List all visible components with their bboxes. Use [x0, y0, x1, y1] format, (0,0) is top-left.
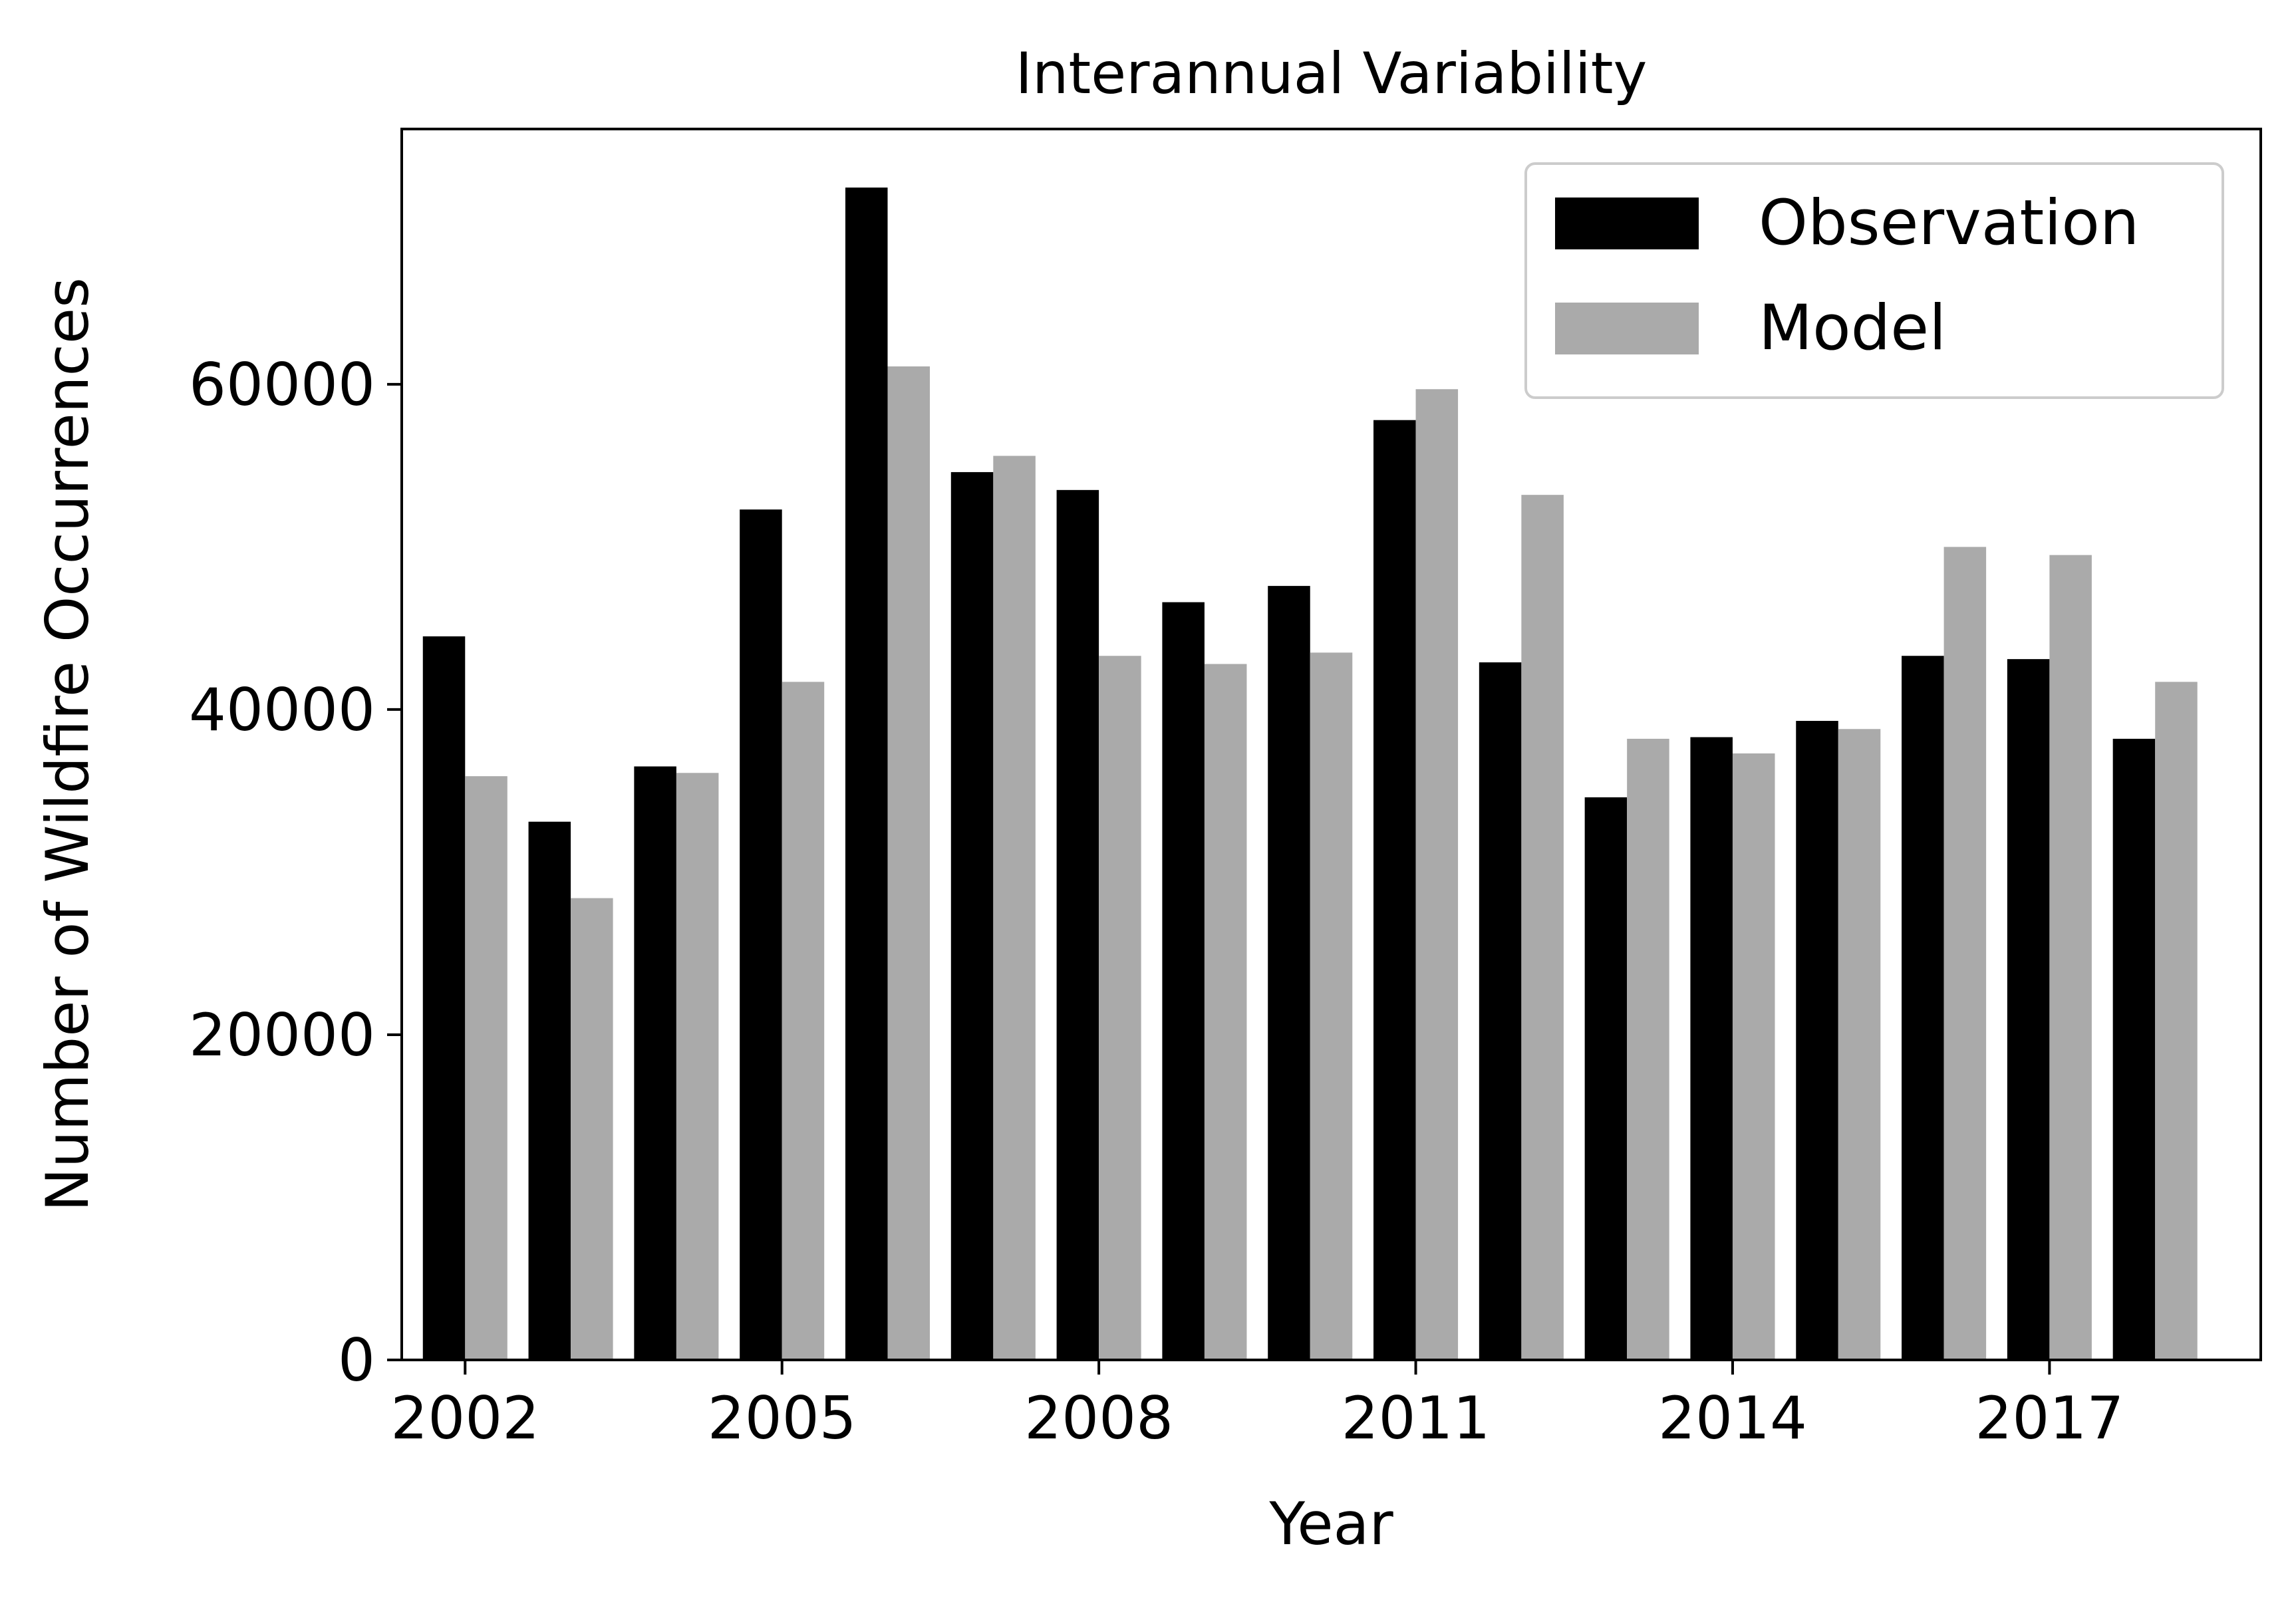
- bar-observation-2011: [1373, 420, 1416, 1361]
- x-tick-label-2008: 2008: [1024, 1384, 1173, 1452]
- bar-observation-2010: [1268, 586, 1310, 1360]
- legend-label-observation: Observation: [1759, 187, 2139, 259]
- bar-observation-2002: [422, 636, 466, 1360]
- bar-model-2007: [993, 456, 1036, 1360]
- bar-observation-2007: [950, 471, 994, 1361]
- bars: [422, 188, 2198, 1361]
- bar-model-2008: [1099, 656, 1141, 1360]
- bar-observation-2018: [2112, 738, 2156, 1360]
- bar-model-2016: [1943, 547, 1987, 1361]
- bar-observation-2006: [845, 188, 888, 1360]
- legend-box: [1524, 162, 2224, 399]
- bar-model-2013: [1627, 738, 1669, 1360]
- legend: Observation Model: [1524, 162, 2224, 399]
- x-axis-label: Year: [1268, 1490, 1393, 1558]
- bar-observation-2013: [1584, 797, 1628, 1360]
- legend-swatch-observation: [1555, 198, 1699, 249]
- bar-model-2012: [1521, 495, 1564, 1361]
- x-tick-label-2014: 2014: [1658, 1384, 1807, 1452]
- bar-observation-2008: [1056, 489, 1099, 1360]
- bar-observation-2004: [634, 766, 676, 1360]
- bar-model-2009: [1204, 664, 1247, 1361]
- y-axis-label: Number of Wildfire Occurrences: [33, 277, 102, 1212]
- bar-model-2014: [1732, 753, 1775, 1360]
- plot-frame: [400, 128, 2262, 1361]
- bar-model-2011: [1415, 389, 1459, 1360]
- y-tick-label-40000: 40000: [189, 676, 375, 744]
- bar-observation-2012: [1479, 662, 1522, 1360]
- bar-model-2006: [887, 366, 931, 1360]
- legend-swatch-model: [1555, 303, 1699, 354]
- bar-model-2005: [782, 682, 825, 1360]
- bar-observation-2009: [1162, 602, 1205, 1360]
- x-tick-label-2011: 2011: [1342, 1384, 1491, 1452]
- bar-model-2015: [1838, 729, 1881, 1360]
- y-tick-label-20000: 20000: [189, 1001, 375, 1069]
- y-tick-label-60000: 60000: [189, 350, 375, 419]
- bar-model-2002: [465, 776, 507, 1360]
- chart-title: Interannual Variability: [1016, 41, 1648, 107]
- bar-observation-2015: [1796, 721, 1838, 1360]
- bar-model-2018: [2155, 682, 2198, 1360]
- bar-observation-2014: [1690, 737, 1733, 1360]
- bar-observation-2003: [528, 821, 571, 1360]
- bar-model-2004: [676, 773, 719, 1360]
- bar-model-2010: [1310, 652, 1353, 1360]
- bar-observation-2005: [740, 509, 782, 1361]
- axes: 2002 2005 2008 2011 2014 2017 0 20000 40000 60000: [189, 128, 2262, 1452]
- bar-observation-2017: [2007, 659, 2050, 1360]
- bar-model-2017: [2049, 555, 2092, 1360]
- x-tick-label-2002: 2002: [390, 1384, 539, 1452]
- y-tick-label-0: 0: [338, 1326, 375, 1395]
- x-tick-label-2005: 2005: [708, 1384, 857, 1452]
- bar-model-2003: [571, 898, 613, 1360]
- x-tick-label-2017: 2017: [1975, 1384, 2124, 1452]
- bar-observation-2016: [1902, 656, 1944, 1360]
- legend-label-model: Model: [1759, 292, 1946, 364]
